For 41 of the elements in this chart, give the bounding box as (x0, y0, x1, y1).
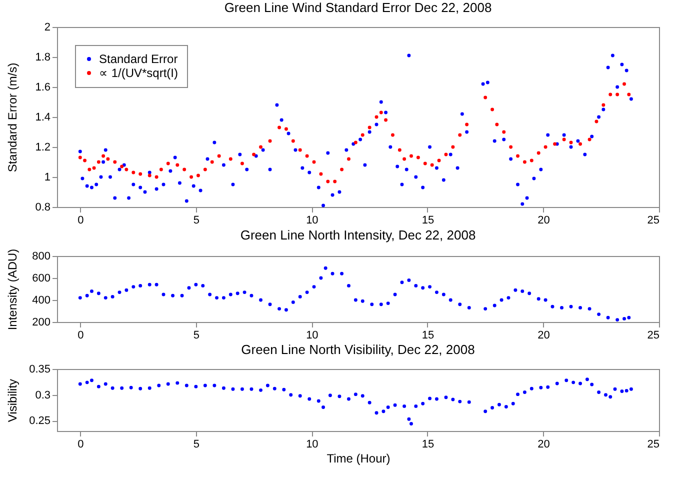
y-tick-label: 200 (32, 316, 50, 328)
legend-label: ∝ 1/(UV*sqrt(I) (99, 66, 178, 80)
y-tick-label: 600 (32, 272, 50, 284)
chart-title: Green Line North Intensity, Dec 22, 2008 (240, 227, 476, 242)
x-tick-label: 10 (306, 438, 318, 450)
y-axis-title: Visibility (6, 378, 20, 422)
x-tick-label: 25 (647, 330, 660, 342)
y-tick-label: 0.8 (35, 202, 50, 214)
x-tick-label: 0 (78, 438, 84, 450)
y-tick-label: 1 (44, 172, 50, 184)
y-tick-label: 800 (32, 250, 50, 262)
chart-title: Green Line North Visibility, Dec 22, 2008 (241, 342, 475, 357)
x-tick-label: 15 (422, 438, 434, 450)
x-tick-label: 5 (193, 214, 200, 226)
y-tick-label: 2 (44, 22, 50, 34)
x-tick-label: 15 (422, 214, 434, 226)
y-tick-label: 1.4 (35, 112, 50, 124)
y-tick-label: 400 (32, 294, 50, 306)
x-tick-label: 5 (193, 330, 200, 342)
x-tick-label: 5 (193, 438, 200, 450)
y-tick-label: 0.3 (35, 389, 50, 402)
y-axis-title: Standard Error (m/s) (6, 62, 20, 172)
x-tick-label: 20 (538, 214, 550, 226)
y-tick-label: 1.8 (35, 52, 50, 64)
legend-label: Standard Error (99, 52, 178, 66)
x-tick-label: 10 (306, 330, 318, 342)
y-tick-label: 0.35 (29, 364, 50, 376)
x-axis-title: Time (Hour) (326, 452, 390, 466)
x-tick-label: 15 (422, 330, 434, 342)
x-tick-label: 25 (647, 438, 660, 450)
x-tick-label: 10 (306, 214, 318, 226)
x-tick-label: 25 (647, 214, 660, 226)
x-tick-label: 0 (78, 330, 84, 342)
chart-title: Green Line Wind Standard Error Dec 22, 2008 (224, 0, 492, 15)
x-tick-label: 20 (538, 330, 550, 342)
y-tick-label: 0.25 (29, 415, 50, 428)
x-tick-label: 20 (538, 438, 550, 450)
x-tick-label: 0 (78, 214, 84, 226)
y-tick-label: 1.2 (35, 142, 50, 154)
y-axis-title: Intensity (ADU) (6, 248, 20, 330)
y-tick-label: 1.6 (35, 82, 50, 94)
